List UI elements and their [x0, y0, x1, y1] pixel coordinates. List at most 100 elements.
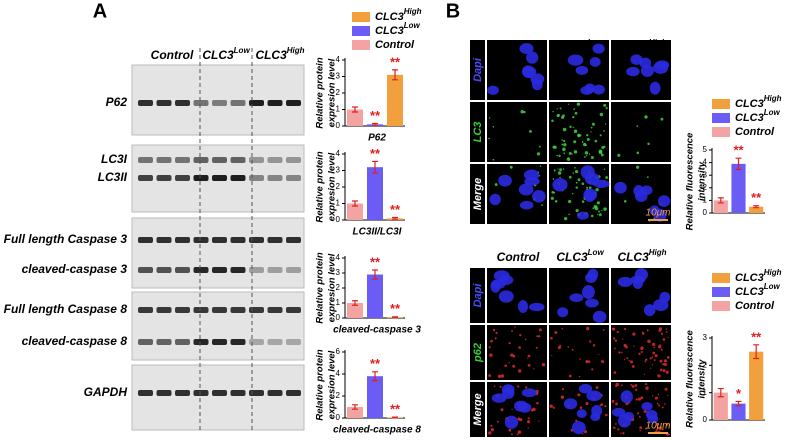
stain-dot: [595, 188, 599, 192]
blot-band: [230, 307, 246, 313]
stain-dot: [537, 335, 541, 338]
stain-dot: [490, 424, 493, 427]
nucleus: [641, 402, 653, 411]
stain-dot: [594, 206, 599, 211]
stain-dot: [562, 127, 567, 132]
blot-band: [286, 390, 301, 396]
stain-dot: [488, 374, 492, 377]
stain-dot: [550, 196, 554, 200]
nucleus: [582, 285, 595, 300]
stain-dot: [599, 404, 602, 407]
stain-dot: [656, 422, 659, 426]
stain-dot: [621, 384, 623, 387]
legend-label-base: CLC3: [735, 98, 764, 110]
nucleus: [639, 57, 652, 69]
blot-band: [230, 267, 246, 273]
y-tick-label: 2: [336, 283, 341, 292]
stain-dot: [604, 405, 607, 408]
bar: [713, 392, 728, 420]
blot-band: [193, 390, 209, 396]
legend-label-base: CLC3: [375, 25, 404, 37]
nucleus: [580, 85, 594, 95]
stain-dot: [617, 153, 621, 157]
stain-dot: [616, 330, 619, 334]
stain-dot: [493, 385, 496, 388]
blot-band: [212, 307, 227, 313]
blot-band: [249, 157, 264, 163]
stain-dot: [556, 154, 558, 157]
blot-band: [267, 267, 283, 273]
stain-dot: [623, 327, 627, 331]
stain-dot: [665, 423, 669, 426]
blot-column-header: CLC3Low: [202, 46, 250, 62]
stain-dot: [561, 143, 564, 146]
y-tick-label: 3: [703, 170, 708, 179]
stain-dot: [590, 155, 594, 160]
stain-dot: [650, 367, 652, 369]
row-label-bg: [470, 164, 485, 224]
blot-band: [267, 237, 283, 243]
stain-dot: [654, 354, 658, 358]
stain-dot: [584, 151, 589, 155]
stain-dot: [635, 398, 638, 401]
stain-dot: [665, 328, 668, 330]
y-axis-label: expresion level: [327, 152, 338, 221]
stain-dot: [641, 332, 645, 335]
error-bar: [392, 416, 398, 419]
nucleus: [513, 400, 528, 412]
blot-band: [175, 175, 190, 181]
stain-dot: [575, 186, 578, 189]
nucleus: [517, 300, 529, 313]
stain-dot: [577, 134, 581, 138]
stain-dot: [577, 393, 581, 397]
stain-dot: [660, 348, 663, 351]
stain-dot: [599, 112, 604, 117]
stain-dot: [576, 102, 581, 106]
stain-dot: [500, 374, 505, 378]
bar: [713, 200, 728, 213]
blot-band: [267, 339, 283, 345]
stain-dot: [651, 356, 654, 358]
stain-dot: [597, 214, 599, 216]
bar: [387, 74, 403, 126]
stain-dot: [638, 352, 641, 356]
row-label-bg: [470, 325, 485, 380]
significance: **: [390, 54, 401, 69]
blot-column-header-base: CLC3: [255, 48, 287, 62]
image-column-header: CLC3Low: [556, 248, 604, 264]
stain-dot: [644, 360, 647, 363]
stain-dot: [613, 426, 616, 430]
stain-dot: [652, 342, 656, 346]
stain-dot: [511, 330, 514, 333]
blot-band: [193, 339, 209, 345]
stain-dot: [504, 364, 507, 368]
stain-dot: [519, 418, 523, 422]
stain-dot: [536, 152, 541, 156]
stain-dot: [581, 200, 585, 203]
x-axis-label: cleaved-caspase 3: [333, 325, 421, 336]
stain-dot: [667, 394, 669, 396]
stain-dot: [620, 432, 622, 434]
stain-dot: [640, 346, 644, 351]
stain-dot: [563, 143, 567, 147]
stain-dot: [586, 133, 589, 137]
stain-dot: [644, 383, 648, 386]
blot-column-header-base: Control: [151, 48, 194, 62]
blot-band: [156, 267, 172, 273]
stain-dot: [579, 406, 583, 409]
blot-band: [212, 339, 227, 345]
stain-dot: [661, 428, 664, 431]
nucleus: [502, 387, 515, 399]
stain-dot: [551, 354, 553, 357]
stain-dot: [553, 145, 557, 149]
stain-dot: [564, 217, 568, 221]
stain-dot: [508, 428, 512, 432]
blot-column-header-sup: High: [287, 46, 305, 55]
stain-dot: [527, 354, 531, 358]
blot-band: [249, 307, 264, 313]
stain-dot: [560, 395, 564, 399]
stain-dot: [536, 401, 539, 405]
blot-band: [138, 390, 153, 396]
stain-dot: [639, 429, 641, 432]
